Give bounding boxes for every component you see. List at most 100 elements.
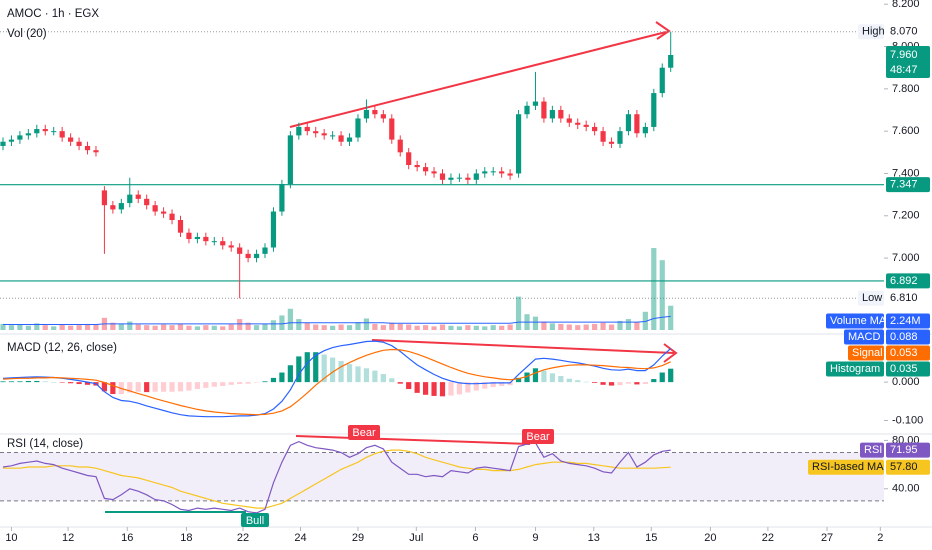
histogram-bar xyxy=(651,379,657,383)
candle-body xyxy=(549,110,555,119)
histogram-bar xyxy=(17,381,23,383)
annotation: Bear xyxy=(352,427,376,439)
histogram-bar xyxy=(363,368,370,383)
annotation: Bull xyxy=(246,515,264,527)
histogram-bar xyxy=(245,382,251,384)
countdown: 48:47 xyxy=(890,64,918,76)
volume-bar xyxy=(287,308,293,330)
candle-body xyxy=(59,131,65,138)
series-name xyxy=(860,442,884,458)
histogram-bar xyxy=(321,354,327,383)
candle-body xyxy=(363,110,370,119)
series-value xyxy=(886,361,930,377)
candle-body xyxy=(507,173,513,176)
extreme-name-text: High xyxy=(862,26,885,38)
histogram-bar xyxy=(270,377,277,383)
x-tick-label: 15 xyxy=(645,532,657,544)
histogram-bar xyxy=(228,382,234,385)
volume-bar xyxy=(34,323,40,330)
volume-bar xyxy=(608,324,615,330)
trend-line xyxy=(371,339,675,354)
candle-body xyxy=(634,114,640,134)
extreme-name xyxy=(858,290,884,306)
candle-body xyxy=(439,173,446,180)
histogram-bar xyxy=(524,372,530,383)
histogram-bar xyxy=(617,382,623,386)
histogram-bar xyxy=(608,382,615,386)
extreme-value xyxy=(886,24,930,40)
volume-bar xyxy=(330,325,336,330)
ma-value xyxy=(886,313,930,329)
histogram-bar xyxy=(169,382,175,392)
histogram-bar xyxy=(0,381,6,383)
volume-bar xyxy=(160,324,167,330)
volume-bar xyxy=(414,325,420,330)
volume-bar xyxy=(439,324,446,330)
candle-body xyxy=(431,171,437,174)
candle-body xyxy=(448,177,454,180)
histogram-bar xyxy=(68,382,74,384)
histogram-bar xyxy=(25,380,31,383)
candle-body xyxy=(220,241,226,246)
pane-title: Vol (20) xyxy=(7,28,47,40)
series-name-text: Signal xyxy=(852,347,883,359)
volume-bar xyxy=(59,324,65,330)
candle-body xyxy=(558,110,564,119)
candle-body xyxy=(186,232,192,240)
candle-body xyxy=(118,203,124,210)
candle-body xyxy=(583,124,589,127)
histogram-bar xyxy=(346,364,353,383)
series-value-text: 0.053 xyxy=(890,347,918,359)
candle-body xyxy=(642,126,648,134)
candle-body xyxy=(135,194,141,199)
volume-bar xyxy=(127,321,133,330)
volume-bar xyxy=(253,325,260,330)
histogram-bar xyxy=(414,382,420,393)
candle-body xyxy=(397,139,403,153)
volume-bar xyxy=(346,325,353,330)
histogram-bar xyxy=(338,361,344,383)
histogram-bar xyxy=(313,352,319,383)
volume-bar xyxy=(634,322,640,330)
rsi-line xyxy=(3,449,671,509)
histogram-bar xyxy=(659,372,665,383)
histogram-bar xyxy=(642,382,648,385)
histogram-bar xyxy=(625,382,632,384)
volume-bar xyxy=(651,248,657,330)
x-tick-label: Jul xyxy=(409,532,423,544)
ma-name xyxy=(826,313,884,329)
series-value-text: 57.80 xyxy=(890,461,918,473)
candle-body xyxy=(160,211,167,214)
histogram-bar xyxy=(439,382,446,397)
candle-body xyxy=(279,184,285,212)
candle-body xyxy=(515,114,522,174)
x-tick-label: 10 xyxy=(5,532,17,544)
level-badge xyxy=(886,177,930,193)
candle-body xyxy=(566,118,572,123)
volume-bar xyxy=(659,260,665,330)
series-value xyxy=(886,459,930,475)
volume-bar xyxy=(144,325,150,330)
candle-body xyxy=(389,118,395,140)
histogram-bar xyxy=(220,382,226,386)
annotation-box xyxy=(348,425,380,440)
series-name xyxy=(844,329,884,345)
histogram-bar xyxy=(144,382,150,393)
volume-bar xyxy=(338,324,344,330)
candle-body xyxy=(169,213,175,220)
volume-bar xyxy=(380,325,386,330)
x-tick-label: 9 xyxy=(532,532,538,544)
candle-body xyxy=(203,236,209,242)
candle-body xyxy=(482,171,488,174)
candle-body xyxy=(245,253,251,259)
candle-body xyxy=(490,171,496,173)
arrow-head xyxy=(655,21,671,40)
histogram-bar xyxy=(397,382,403,384)
candle-body xyxy=(456,177,463,179)
volume-bar xyxy=(76,325,82,330)
histogram-bar xyxy=(634,382,640,385)
histogram-bar xyxy=(592,382,598,383)
volume-bar xyxy=(296,319,302,330)
histogram-bar xyxy=(583,381,589,383)
